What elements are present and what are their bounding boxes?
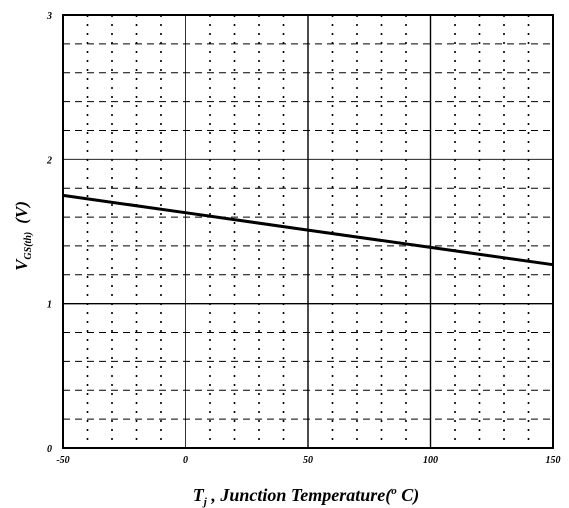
y-axis-label: VGS(th)(V) bbox=[12, 201, 34, 271]
x-tick-label: 50 bbox=[303, 455, 313, 466]
x-tick-label: 0 bbox=[183, 455, 188, 466]
y-tick-label: 0 bbox=[47, 444, 52, 455]
x-tick-label: 100 bbox=[423, 455, 438, 466]
y-tick-label: 3 bbox=[46, 11, 52, 22]
x-tick-label: 150 bbox=[546, 455, 561, 466]
x-tick-labels: -50 0 50 100 150 bbox=[56, 455, 560, 466]
y-tick-labels: 0 1 2 3 bbox=[46, 11, 52, 455]
x-axis-label: Tj , Junction Temperature(o C) bbox=[193, 485, 419, 508]
major-grid bbox=[63, 15, 553, 448]
y-tick-label: 2 bbox=[46, 155, 52, 166]
series-line bbox=[62, 193, 554, 267]
y-tick-label: 1 bbox=[47, 300, 52, 311]
plot-frame bbox=[62, 14, 554, 449]
x-tick-label: -50 bbox=[56, 455, 69, 466]
